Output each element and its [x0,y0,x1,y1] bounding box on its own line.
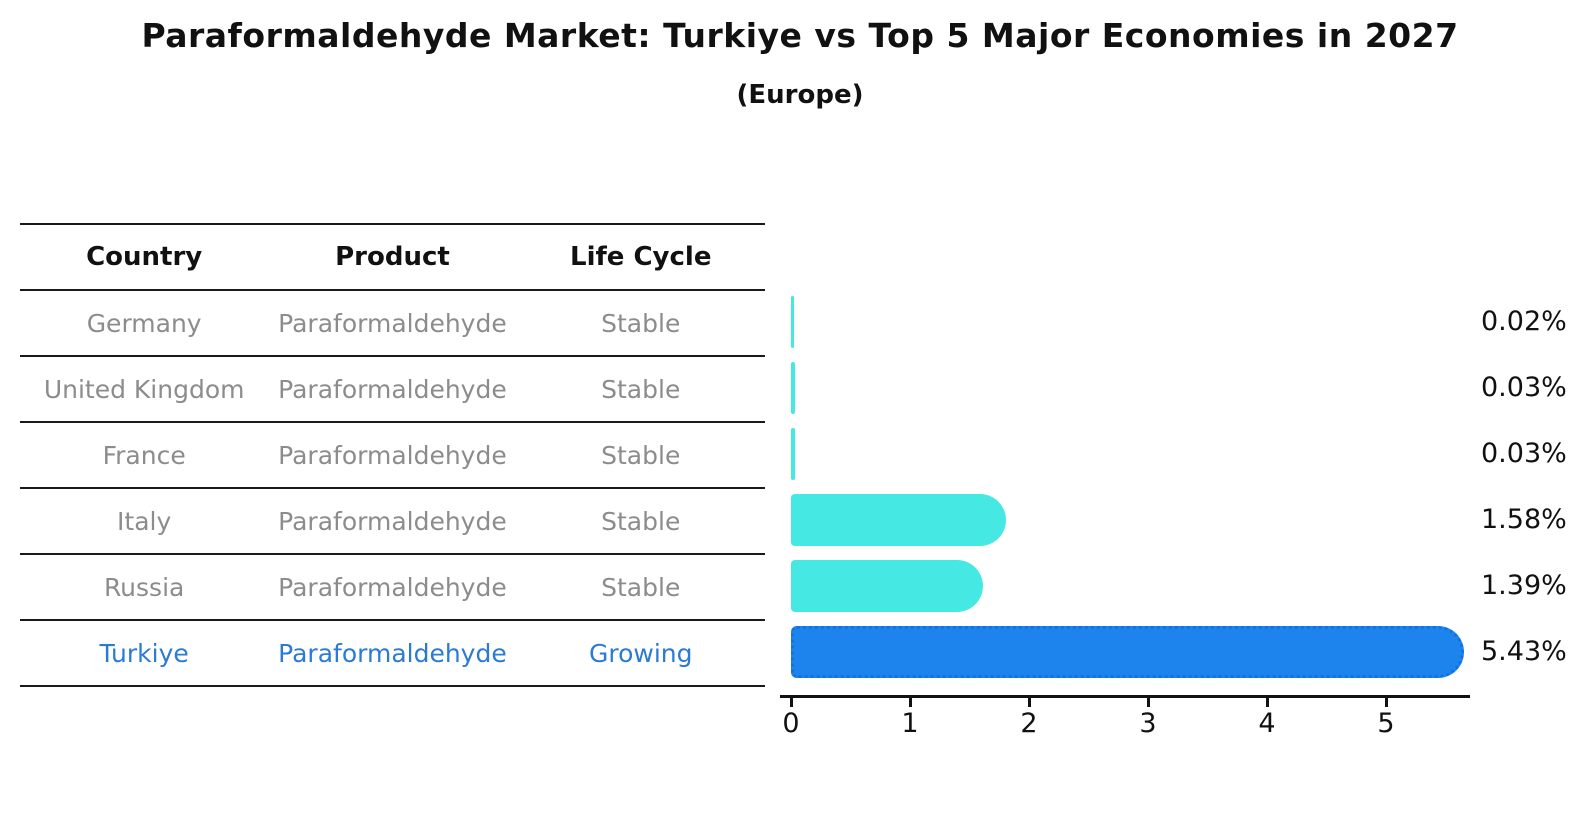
bar-russia [791,560,983,612]
table-body: Germany Paraformaldehyde Stable United K… [20,291,765,687]
table-row: Russia Paraformaldehyde Stable [20,555,765,621]
table-cell-country: France [102,440,186,470]
table-header-lifecycle: Life Cycle [570,242,712,272]
table-cell-lifecycle: Stable [601,440,681,470]
x-axis-tick-2 [1028,698,1031,707]
table-cell-lifecycle: Growing [588,638,693,668]
table-cell-product: Paraformaldehyde [278,572,507,602]
x-axis-tick-label-4: 4 [1258,708,1276,739]
table-cell-country: United Kingdom [43,374,245,404]
x-axis-tick-0 [790,698,793,707]
bar-france [791,428,795,480]
value-label-turkiye: 5.43% [1481,636,1567,667]
x-axis-tick-5 [1385,698,1388,707]
value-label-italy: 1.58% [1481,504,1567,535]
table-cell-country: Russia [103,572,185,602]
value-label-france: 0.03% [1481,438,1567,469]
table-cell-country: Turkiye [99,638,189,668]
page-title: Paraformaldehyde Market: Turkiye vs Top … [141,16,1459,55]
table-cell-lifecycle: Stable [601,374,681,404]
table-cell-product: Paraformaldehyde [278,440,507,470]
table-cell-lifecycle: Stable [601,572,681,602]
x-axis-tick-label-2: 2 [1020,708,1038,739]
bar-united-kingdom [791,362,795,414]
table-row: Turkiye Paraformaldehyde Growing [20,621,765,687]
x-axis-tick-label-0: 0 [782,708,800,739]
bar-italy [791,494,1006,546]
table-header-product: Product [335,242,450,272]
table-header-row: Country Product Life Cycle [20,225,765,291]
table-cell-product: Paraformaldehyde [278,374,507,404]
x-axis-tick-label-5: 5 [1377,708,1395,739]
table-cell-country: Italy [117,506,172,536]
table-cell-product: Paraformaldehyde [278,308,507,338]
country-table: Country Product Life Cycle Germany Paraf… [20,223,765,687]
x-axis-line [780,695,1470,698]
value-label-germany: 0.02% [1481,306,1567,337]
bar-germany [791,296,794,348]
table-row: United Kingdom Paraformaldehyde Stable [20,357,765,423]
table-row: France Paraformaldehyde Stable [20,423,765,489]
x-axis-tick-label-3: 3 [1139,708,1157,739]
table-cell-country: Germany [86,308,202,338]
value-label-united-kingdom: 0.03% [1481,372,1567,403]
table-cell-product: Paraformaldehyde [278,506,507,536]
table-cell-lifecycle: Stable [601,308,681,338]
value-label-russia: 1.39% [1481,570,1567,601]
table-cell-lifecycle: Stable [601,506,681,536]
x-axis-tick-label-1: 1 [901,708,919,739]
x-axis-tick-4 [1266,698,1269,707]
table-header-country: Country [86,242,203,272]
table-row: Germany Paraformaldehyde Stable [20,291,765,357]
page-subtitle: (Europe) [736,80,864,110]
table-row: Italy Paraformaldehyde Stable [20,489,765,555]
x-axis-tick-3 [1147,698,1150,707]
x-axis-tick-1 [909,698,912,707]
table-cell-product: Paraformaldehyde [278,638,507,668]
bar-turkiye [791,626,1464,678]
